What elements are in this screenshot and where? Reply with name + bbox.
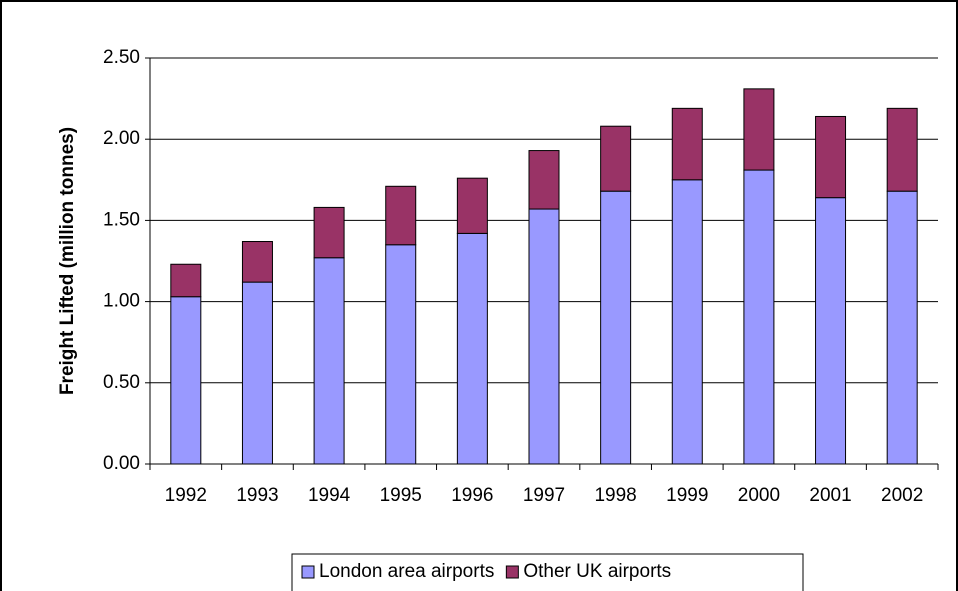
x-tick-label: 1992 bbox=[165, 485, 207, 506]
legend-box bbox=[291, 553, 804, 591]
x-tick-label: 2002 bbox=[881, 485, 923, 506]
bar-segment bbox=[886, 107, 918, 192]
x-tick-label: 1993 bbox=[236, 485, 278, 506]
y-tick-label: 2.00 bbox=[103, 128, 140, 149]
bar-segment bbox=[313, 257, 345, 465]
y-tick-label: 1.50 bbox=[103, 209, 140, 230]
bar-segment bbox=[170, 296, 202, 465]
x-tick-label: 1999 bbox=[666, 485, 708, 506]
bar-segment bbox=[170, 263, 202, 298]
y-tick-label: 1.00 bbox=[103, 291, 140, 312]
legend-label: London area airports bbox=[319, 561, 494, 582]
bar-segment bbox=[600, 190, 632, 465]
y-tick-label: 2.50 bbox=[103, 47, 140, 68]
x-tick-label: 1994 bbox=[308, 485, 351, 506]
x-tick-label: 1995 bbox=[380, 485, 422, 506]
bar-segment bbox=[385, 185, 417, 246]
bar-segment bbox=[886, 190, 918, 465]
bar-segment bbox=[528, 208, 560, 465]
x-tick-label: 2000 bbox=[738, 485, 780, 506]
bar-segment bbox=[671, 107, 703, 181]
y-tick-label: 0.50 bbox=[103, 372, 140, 393]
bar-segment bbox=[385, 244, 417, 465]
bar-segment bbox=[743, 88, 775, 171]
x-tick-label: 1997 bbox=[523, 485, 565, 506]
bar-segment bbox=[815, 197, 847, 465]
bar-segment bbox=[456, 177, 488, 234]
y-axis-label: Freight Lifted (million tonnes) bbox=[57, 127, 78, 395]
bar-segment bbox=[456, 232, 488, 465]
legend-label: Other UK airports bbox=[523, 561, 671, 582]
bar-segment bbox=[600, 125, 632, 192]
bar-segment bbox=[313, 206, 345, 259]
legend-swatch bbox=[301, 565, 315, 579]
bar-segment bbox=[241, 241, 273, 283]
bar-segment bbox=[743, 169, 775, 465]
legend-swatch bbox=[505, 565, 519, 579]
x-tick-label: 1998 bbox=[594, 485, 636, 506]
x-tick-label: 1996 bbox=[451, 485, 493, 506]
bar-segment bbox=[241, 281, 273, 465]
bar-segment bbox=[815, 115, 847, 199]
bar-segment bbox=[671, 179, 703, 465]
x-tick-label: 2001 bbox=[809, 485, 851, 506]
y-tick-label: 0.00 bbox=[103, 453, 140, 474]
bar-segment bbox=[528, 150, 560, 210]
